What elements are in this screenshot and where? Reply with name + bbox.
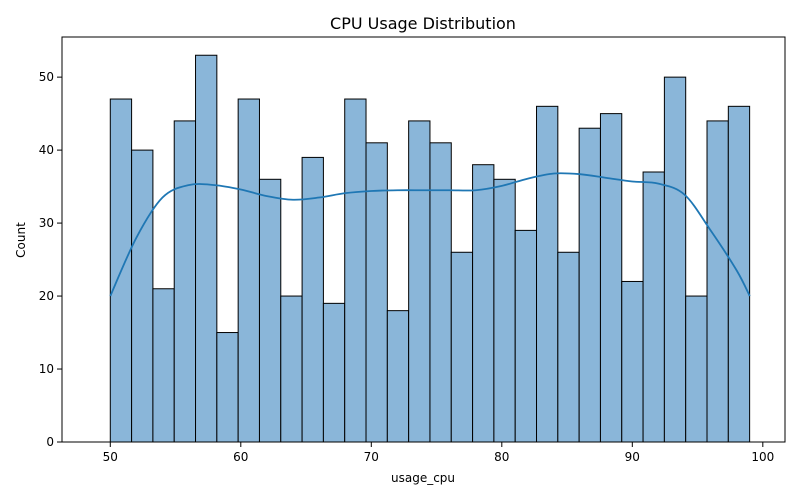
histogram-bar [685,295,708,443]
y-tick-label: 50 [39,70,54,84]
histogram-bar [322,302,346,443]
histogram-bar [195,54,218,443]
y-tick-label: 40 [39,143,54,157]
histogram-bar [258,178,282,443]
histogram-bar [621,280,644,443]
histogram-bar [450,251,474,443]
axes-layer: 50 60 70 80 90 100 0 10 20 30 40 50 [39,36,786,464]
x-tick-label: 80 [494,450,509,464]
histogram-bar [216,332,239,443]
histogram-bar [429,142,452,443]
histogram-bar [642,171,665,443]
histogram-bar [663,76,687,443]
histogram-bar [152,288,175,443]
x-tick-label: 100 [751,450,774,464]
plot-frame [61,36,786,443]
histogram-bar [365,142,388,443]
histogram-bar [557,251,580,443]
x-tick-label: 70 [364,450,379,464]
histogram-bar [472,164,495,443]
histogram-bar [536,105,559,443]
y-tick-label: 0 [46,435,54,449]
y-tick-label: 10 [39,362,54,376]
x-tick-label: 50 [103,450,118,464]
histogram-bar [237,98,260,443]
histogram-bar [408,120,431,443]
histogram-bar [173,120,197,443]
x-tick-label: 90 [625,450,640,464]
y-tick-label: 20 [39,289,54,303]
kde-curve [109,172,751,297]
histogram-bar [514,229,538,443]
kde-layer [109,172,751,297]
histogram-bar [706,120,729,443]
histogram-bar [344,98,367,443]
y-axis-label: Count [14,222,28,258]
histogram-bar [386,310,410,443]
bars-layer [109,54,751,443]
histogram-bar [599,113,623,443]
histogram-bar [280,295,303,443]
histogram-bar [493,178,516,443]
histogram-bar [131,149,154,443]
histogram-bar [301,156,324,443]
chart-title: CPU Usage Distribution [330,14,516,33]
x-tick-label: 60 [233,450,248,464]
x-axis-label: usage_cpu [391,471,455,485]
y-tick-label: 30 [39,216,54,230]
